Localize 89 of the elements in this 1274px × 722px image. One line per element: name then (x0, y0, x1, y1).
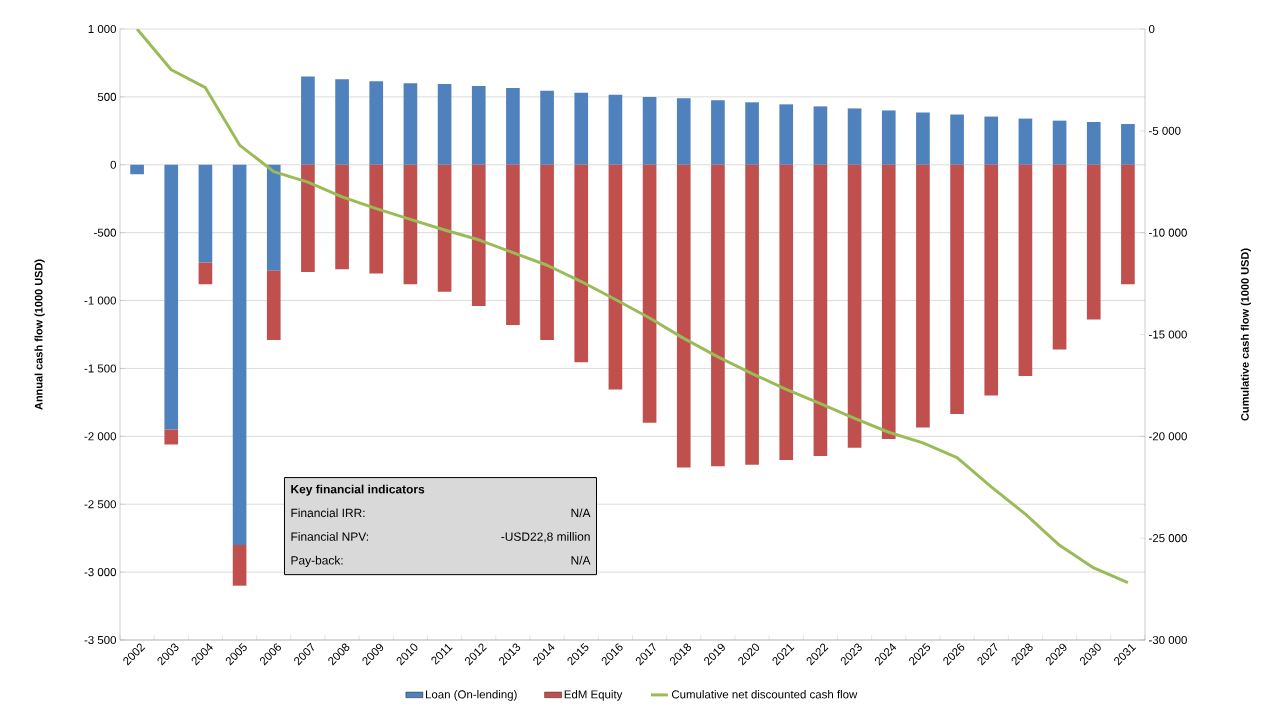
bar (676, 98, 691, 165)
bar (745, 102, 759, 165)
y-tick-label: -1 000 (84, 296, 117, 305)
y-axis-title: Annual cash flow (1000 USD) (34, 259, 45, 410)
bar (437, 164, 452, 292)
bar (232, 164, 247, 545)
annotation: N/A (571, 555, 591, 565)
bar (916, 164, 930, 428)
bar (574, 92, 589, 165)
bar (198, 164, 213, 263)
bar (847, 108, 862, 165)
legend-label: EdM Equity (564, 690, 623, 701)
bar (881, 164, 896, 440)
y2-tick-label: -30 000 (1149, 635, 1187, 645)
bar (437, 83, 452, 165)
y2-tick-label: -25 000 (1149, 534, 1187, 543)
annotation: Key financial indicators (291, 484, 425, 496)
bar (881, 110, 896, 165)
bar (301, 164, 315, 273)
annotation: N/A (571, 508, 591, 518)
bar (335, 164, 349, 270)
bar (369, 81, 384, 165)
bar (266, 164, 281, 271)
annotation: -USD22,8 million (501, 532, 590, 543)
bar (1086, 164, 1101, 320)
bar (1121, 124, 1135, 165)
bar (403, 164, 418, 285)
bar (1086, 122, 1101, 165)
bar (130, 164, 144, 175)
y-tick-label: -500 (94, 228, 117, 237)
bar (984, 164, 999, 396)
bar (779, 164, 794, 461)
bar (642, 96, 657, 165)
legend-label: Loan (On-lending) (426, 690, 517, 701)
bar (813, 106, 828, 165)
bar (950, 164, 964, 414)
y-tick-label: -1 500 (84, 364, 117, 373)
bar (711, 164, 725, 467)
y-tick-label: 1 000 (88, 24, 117, 34)
bar (711, 100, 725, 165)
bar (847, 164, 862, 448)
bar (471, 86, 486, 165)
y-tick-label: 500 (97, 92, 117, 101)
y2-tick-label: -20 000 (1149, 432, 1187, 441)
y2-tick-label: -5 000 (1149, 126, 1181, 135)
bar (1121, 164, 1135, 285)
bar (506, 164, 520, 325)
bar (642, 164, 657, 423)
bar (1052, 164, 1067, 350)
bar (164, 164, 179, 430)
annotation: Financial NPV: (291, 532, 369, 541)
y2-axis-title: Cumulative cash flow (1000 USD) (1240, 248, 1251, 421)
y2-tick-label: -15 000 (1149, 330, 1187, 339)
bar (540, 164, 554, 340)
bar (745, 164, 759, 465)
bar (574, 164, 589, 363)
bar (471, 164, 486, 306)
bar (984, 116, 999, 165)
bar (813, 164, 828, 457)
annotation: Pay-back: (291, 555, 343, 567)
bar (369, 164, 384, 274)
bar (608, 94, 623, 165)
y-tick-label: -2 000 (84, 432, 117, 441)
bar (266, 270, 281, 340)
legend-label: Cumulative net discounted cash flow (671, 690, 858, 699)
y-tick-label: -3 000 (84, 568, 117, 577)
bar (506, 88, 520, 165)
bar (1052, 120, 1067, 165)
bar (676, 164, 691, 468)
bar (540, 90, 554, 165)
y2-tick-label: 0 (1148, 24, 1155, 34)
bar (403, 83, 418, 165)
bar (779, 104, 794, 165)
y-tick-label: -3 500 (84, 635, 117, 645)
bar (950, 114, 964, 165)
bar (1018, 164, 1033, 376)
y-tick-label: -2 500 (84, 500, 117, 509)
bar (916, 112, 930, 165)
bar (335, 79, 349, 165)
bar (301, 76, 315, 165)
bar (198, 262, 213, 285)
y2-tick-label: -10 000 (1149, 228, 1187, 237)
line-series (135, 28, 1130, 585)
bar (164, 429, 179, 445)
bar (608, 164, 623, 390)
bar (232, 544, 247, 586)
annotation: Financial IRR: (291, 508, 365, 518)
bar (1018, 118, 1033, 165)
y-tick-label: 0 (110, 160, 117, 169)
